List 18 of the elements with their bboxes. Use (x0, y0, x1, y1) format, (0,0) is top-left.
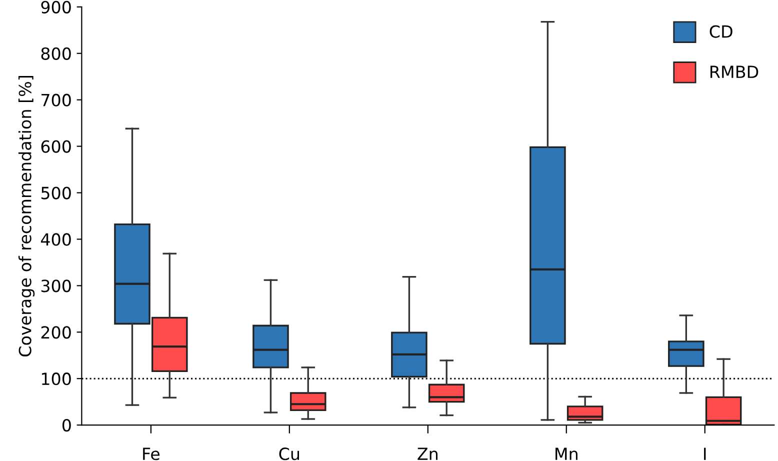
legend-label: RMBD (710, 66, 758, 78)
x-tick-label: Zn (418, 448, 438, 460)
legend-label: CD (710, 25, 732, 38)
y-tick-label: 100 (42, 372, 71, 386)
x-tick-label: Cu (279, 448, 300, 460)
y-tick-label: 500 (41, 186, 71, 200)
y-tick-label: 400 (40, 233, 71, 246)
y-axis-title: Coverage of recommendation [%] (18, 76, 35, 356)
y-tick-label: 700 (42, 94, 71, 106)
y-tick-label: 0 (62, 419, 71, 432)
x-tick-label: I (704, 448, 706, 460)
y-tick-label: 200 (41, 326, 71, 339)
x-tick-label: Fe (143, 448, 160, 460)
y-tick-label: 600 (41, 140, 71, 153)
y-tick-label: 900 (41, 0, 71, 14)
y-tick-label: 300 (41, 280, 71, 292)
y-tick-label: 800 (41, 47, 71, 60)
x-tick-label: Mn (556, 448, 578, 460)
